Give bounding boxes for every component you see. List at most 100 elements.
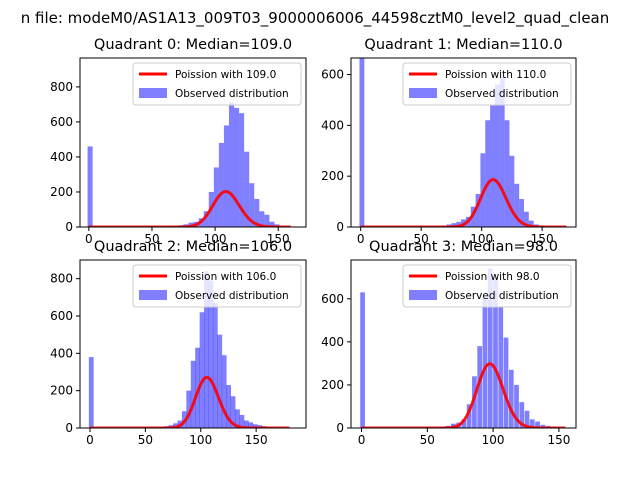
histogram-bar xyxy=(490,105,495,227)
histogram-bar xyxy=(173,423,178,428)
histogram-bar xyxy=(360,292,365,428)
x-tick-label: 150 xyxy=(245,433,268,447)
histogram-bar xyxy=(186,390,192,428)
histogram-bar xyxy=(235,409,240,428)
histogram-bar xyxy=(228,102,235,227)
x-tick-label: 150 xyxy=(547,433,570,447)
x-tick-label: 100 xyxy=(470,232,493,246)
axes-frame xyxy=(79,259,307,429)
histogram-bar xyxy=(254,198,260,227)
histogram-bar xyxy=(528,220,534,227)
x-tick-label: 0 xyxy=(85,232,93,246)
histogram-bar xyxy=(494,84,500,227)
histogram-bar xyxy=(509,155,515,227)
subplot-0: 0 50 100 150 0 200 400 600 800 Quadrant 0: Median… xyxy=(50,37,307,246)
histogram-bar xyxy=(212,302,218,428)
legend-box xyxy=(402,264,572,308)
histogram-bar xyxy=(514,183,520,227)
subplots: 0 50 100 150 0 200 400 600 800 Quadrant 0: Median… xyxy=(50,37,577,447)
histogram-bar xyxy=(519,402,525,428)
histogram-bar xyxy=(239,113,245,227)
histogram-bar xyxy=(499,77,505,227)
histogram-bar xyxy=(466,404,472,428)
y-tick-label: 400 xyxy=(50,346,73,360)
poisson-fit-line xyxy=(88,190,292,227)
x-tick-label: 100 xyxy=(482,433,505,447)
histogram-bar xyxy=(218,142,224,227)
histogram-bar xyxy=(540,424,546,428)
x-tick-label: 0 xyxy=(357,232,365,246)
histogram-bar xyxy=(482,298,488,428)
histogram-bar xyxy=(485,120,491,227)
histogram-bar xyxy=(503,337,509,428)
x-tick-label: 50 xyxy=(138,433,153,447)
histogram-bar xyxy=(87,146,93,227)
histogram-bar xyxy=(252,424,258,428)
y-tick-label: 200 xyxy=(321,169,344,183)
y-tick-label: 400 xyxy=(50,150,73,164)
histogram-bar xyxy=(519,199,524,227)
histogram-bar xyxy=(451,223,457,227)
histogram-bar xyxy=(239,414,245,428)
legend-patch-swatch xyxy=(409,88,437,98)
legend-patch-swatch xyxy=(409,290,437,300)
poisson-fit-line xyxy=(360,178,567,227)
histogram-bar xyxy=(529,419,535,428)
x-tick-label: 150 xyxy=(267,232,290,246)
subplot-3: 0 50 100 150 0 200 400 600 Quadrant 3: Median=98… xyxy=(321,239,577,447)
y-tick-label: 200 xyxy=(50,185,73,199)
poisson-fit-line xyxy=(361,362,566,428)
histogram-bar xyxy=(264,214,270,227)
histogram-bar xyxy=(508,369,514,428)
plot-area xyxy=(87,102,292,227)
histogram-bar xyxy=(190,360,196,428)
legend-label-fit: Poission with 98.0 xyxy=(445,271,540,283)
legend: Poission with 109.0 Observed distribution xyxy=(132,62,302,106)
y-tick-label: 0 xyxy=(336,421,344,435)
y-tick-label: 600 xyxy=(321,292,344,306)
histogram-bar xyxy=(244,151,250,227)
histogram-bar xyxy=(535,421,540,428)
y-tick-label: 400 xyxy=(321,118,344,132)
histogram-bar xyxy=(487,268,493,428)
histogram-bar xyxy=(203,211,209,227)
histogram-bar xyxy=(249,183,255,227)
subplot-title: Quadrant 1: Median=110.0 xyxy=(364,37,562,53)
x-tick-label: 0 xyxy=(86,433,94,447)
legend-label-fit: Poission with 109.0 xyxy=(175,69,276,81)
subplot-2: 0 50 100 150 0 200 400 600 800 Quadrant 2: Median… xyxy=(50,239,307,447)
y-tick-label: 800 xyxy=(50,80,73,94)
histogram-bar xyxy=(269,221,275,227)
histogram-bar xyxy=(524,410,530,428)
legend-box xyxy=(132,62,302,106)
y-tick-label: 200 xyxy=(321,378,344,392)
legend-label-fit: Poission with 110.0 xyxy=(445,69,546,81)
x-tick-label: 50 xyxy=(420,433,435,447)
x-tick-label: 50 xyxy=(144,232,159,246)
y-tick-label: 800 xyxy=(50,272,73,286)
y-tick-label: 0 xyxy=(65,220,73,234)
plot-area xyxy=(359,58,567,227)
histogram-bar xyxy=(248,422,254,428)
plot-area xyxy=(88,271,290,428)
x-tick-label: 50 xyxy=(414,232,429,246)
histogram-bar xyxy=(475,193,481,227)
histogram-bar xyxy=(461,419,467,428)
histogram-bar xyxy=(199,312,205,428)
histogram-bar xyxy=(504,120,510,227)
figure-suptitle: n file: modeM0/AS1A13_009T03_9000006006_… xyxy=(21,9,610,28)
legend-patch-swatch xyxy=(139,290,167,300)
histogram-bar xyxy=(208,280,214,428)
histogram-bar xyxy=(204,271,209,428)
histogram-bar xyxy=(477,346,483,428)
plot-area xyxy=(360,268,566,428)
legend-box xyxy=(402,62,572,106)
x-tick-label: 150 xyxy=(531,232,554,246)
histogram-bar xyxy=(230,396,236,428)
y-tick-label: 200 xyxy=(50,384,73,398)
legend-label-observed: Observed distribution xyxy=(445,290,559,302)
histogram-bar xyxy=(493,277,498,428)
legend-label-observed: Observed distribution xyxy=(175,88,289,100)
histogram-bar xyxy=(226,385,231,428)
